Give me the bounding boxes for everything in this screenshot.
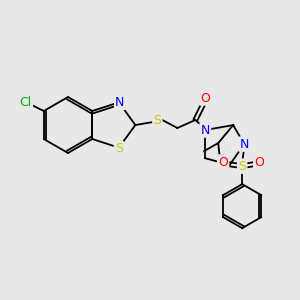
Text: N: N xyxy=(239,138,249,151)
Text: S: S xyxy=(115,142,123,155)
Text: S: S xyxy=(238,160,246,172)
Text: S: S xyxy=(153,113,161,127)
Text: N: N xyxy=(115,96,124,109)
Text: O: O xyxy=(254,156,264,169)
Text: Cl: Cl xyxy=(20,97,32,110)
Text: O: O xyxy=(218,156,228,169)
Text: O: O xyxy=(200,92,210,104)
Text: N: N xyxy=(201,124,210,136)
